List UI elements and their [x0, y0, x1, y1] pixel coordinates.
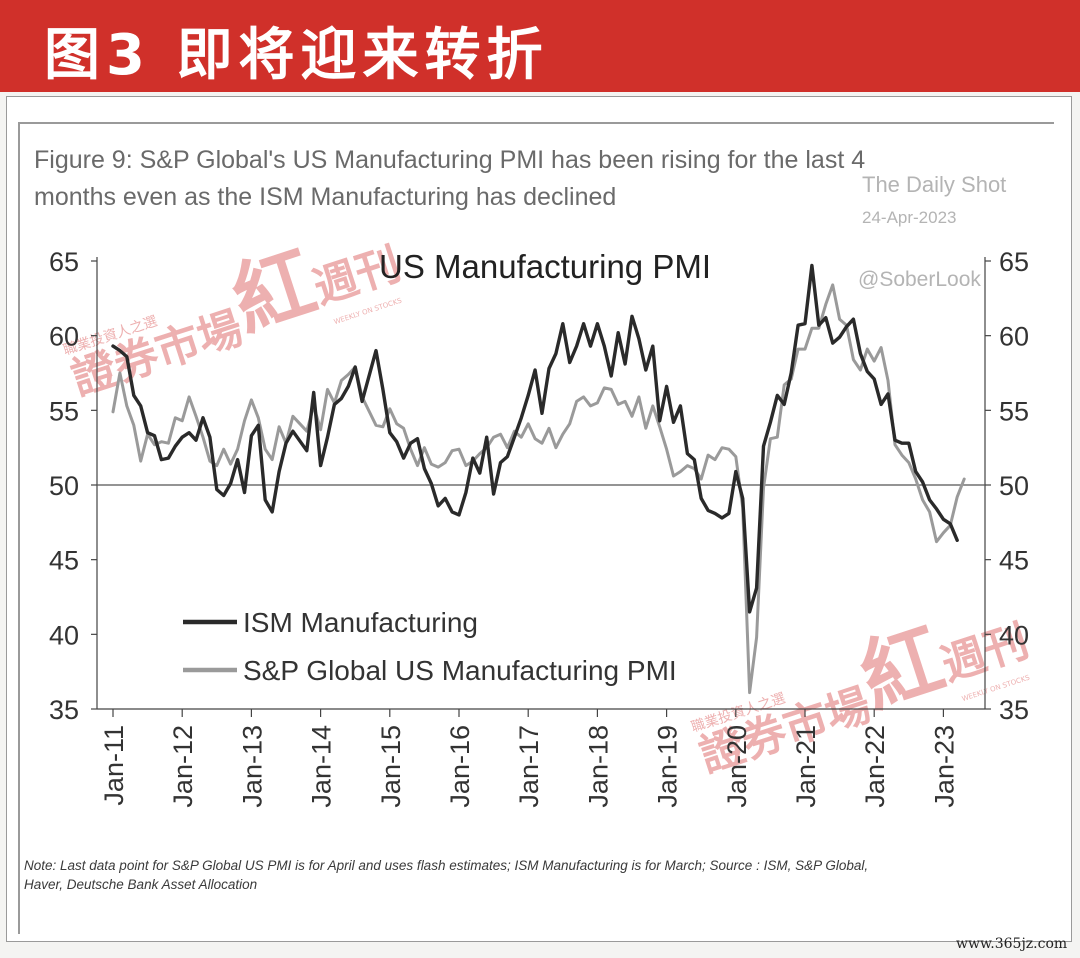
y-tick-label-right: 35: [999, 695, 1029, 725]
x-tick-label: Jan-13: [237, 725, 267, 808]
header-banner: 图3 即将迎来转折: [0, 0, 1080, 92]
series-layer: [111, 263, 966, 695]
x-tick-label: Jan-20: [722, 725, 752, 808]
chart-footnote: Note: Last data point for S&P Global US …: [24, 856, 1024, 894]
x-tick-label: Jan-18: [583, 725, 613, 808]
chart-panel: [6, 96, 1072, 942]
y-tick-label-right: 50: [999, 471, 1029, 501]
y-tick-label-left: 50: [49, 471, 79, 501]
y-tick-label-left: 55: [49, 396, 79, 426]
x-tick-label: Jan-16: [445, 725, 475, 808]
x-tick-label: Jan-23: [929, 725, 959, 808]
footnote-line-1: Note: Last data point for S&P Global US …: [24, 858, 869, 873]
legend: ISM Manufacturing S&P Global US Manufact…: [183, 607, 677, 686]
chart-title: US Manufacturing PMI: [379, 248, 711, 285]
figure-caption: Figure 9: S&P Global's US Manufacturing …: [34, 142, 1014, 216]
figure-caption-line-2: months even as the ISM Manufacturing has…: [34, 183, 617, 211]
footnote-line-2: Haver, Deutsche Bank Asset Allocation: [24, 877, 258, 892]
y-tick-label-right: 65: [999, 247, 1029, 277]
y-tick-label-left: 45: [49, 546, 79, 576]
x-tick-label: Jan-15: [376, 725, 406, 808]
x-tick-label: Jan-22: [860, 725, 890, 808]
y-tick-label-left: 65: [49, 247, 79, 277]
figure-number-title: 图3 即将迎来转折: [44, 23, 549, 88]
y-tick-label-left: 60: [49, 322, 79, 352]
watermark-text: 證券市場: [66, 303, 249, 406]
x-tick-label: Jan-19: [653, 725, 683, 808]
x-tick-label: Jan-21: [791, 725, 821, 808]
x-tick-label: Jan-14: [307, 725, 337, 808]
author-handle: @SoberLook: [858, 268, 981, 291]
y-tick-label-right: 55: [999, 396, 1029, 426]
y-tick-label-left: 35: [49, 695, 79, 725]
x-tick-label: Jan-12: [168, 725, 198, 808]
y-tick-label-left: 40: [49, 620, 79, 650]
x-tick-label: Jan-17: [514, 725, 544, 808]
y-tick-label-right: 40: [999, 620, 1029, 650]
series-line-sp-global: [111, 283, 966, 695]
legend-label-sp: S&P Global US Manufacturing PMI: [243, 655, 677, 686]
watermarks: 證券市場 紅 週刊 職業投資人之選 WEEKLY ON STOCKS 證券市場 …: [61, 235, 1034, 782]
series-line-ism: [111, 263, 959, 614]
legend-label-ism: ISM Manufacturing: [243, 607, 478, 638]
site-watermark: www.365jz.com: [956, 936, 1068, 952]
source-tag: The Daily Shot: [862, 172, 1007, 197]
y-tick-label-right: 60: [999, 322, 1029, 352]
figure-caption-line-1: Figure 9: S&P Global's US Manufacturing …: [34, 146, 866, 174]
y-tick-label-right: 45: [999, 546, 1029, 576]
date-tag: 24-Apr-2023: [862, 208, 957, 227]
chart-frame: [18, 122, 1054, 934]
x-tick-label: Jan-11: [99, 725, 129, 806]
axes: 65 65 60 60 55 55 50 50 45 45 40 40 35 35 Jan-11 Jan-12…: [49, 247, 1029, 808]
